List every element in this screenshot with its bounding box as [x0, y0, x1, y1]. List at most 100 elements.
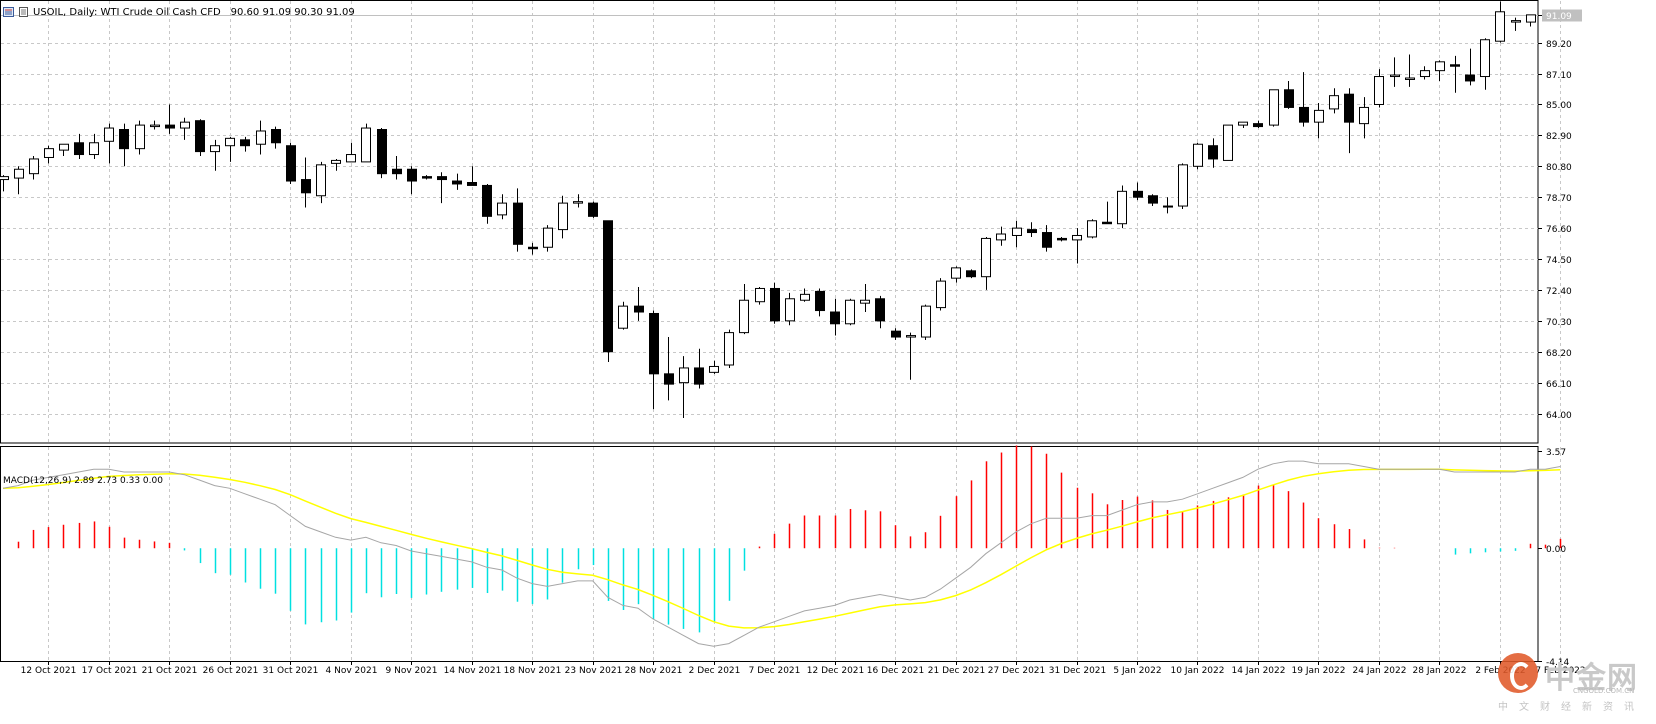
bear-candle [815, 288, 825, 317]
bear-candle [966, 269, 976, 279]
candle-body [1057, 237, 1067, 241]
bear-candle [875, 295, 885, 329]
candle-body [377, 129, 387, 175]
candle-body [558, 202, 568, 231]
candle-body [1117, 190, 1127, 225]
candle-body [1042, 232, 1052, 248]
bear-candle [377, 128, 387, 179]
x-tick-label: 7 Feb 2022 [1535, 666, 1585, 676]
candle-body [1420, 70, 1430, 78]
bear-candle [1208, 138, 1218, 168]
watermark-slogan: 中文财经新资讯 [1498, 702, 1645, 713]
y-tick-label: 68.20 [1546, 349, 1572, 359]
candle-body [755, 287, 765, 303]
candle-body [240, 139, 250, 147]
bull-candle [225, 136, 235, 162]
candle-body [1208, 145, 1218, 160]
x-tick-label: 12 Dec 2021 [807, 666, 865, 676]
watermark-site: CNGOLD.COM.CN [1573, 687, 1635, 695]
candle-body [891, 330, 901, 338]
x-tick-label: 14 Jan 2022 [1232, 666, 1286, 676]
bull-candle [1087, 219, 1097, 239]
candle-body [618, 305, 628, 329]
bear-candle [1344, 88, 1354, 154]
candle-body [271, 129, 281, 144]
bull-candle [709, 360, 719, 374]
bear-candle [286, 142, 296, 184]
candle-body [1511, 20, 1521, 23]
x-tick-label: 23 Nov 2021 [565, 666, 623, 676]
y-tick-label: 64.00 [1546, 411, 1572, 421]
bear-candle [603, 220, 613, 363]
bear-candle [1253, 120, 1263, 129]
candle-body [573, 201, 583, 204]
candle-body [1344, 93, 1354, 123]
bear-candle [513, 188, 523, 252]
candle-body [89, 142, 99, 156]
macd-panel-frame [0, 446, 1539, 662]
candle-body [830, 311, 840, 325]
bull-candle [951, 266, 961, 283]
candle-body [1329, 95, 1339, 110]
bull-candle [1012, 220, 1022, 248]
bull-candle [89, 133, 99, 159]
bull-candle [1269, 89, 1279, 127]
candle-body [437, 176, 447, 181]
candle-body [135, 124, 145, 150]
bull-candle [1390, 57, 1400, 87]
candle-body [165, 124, 175, 129]
candle-body [256, 130, 266, 145]
bull-candle [679, 356, 689, 418]
candle-body [452, 180, 462, 185]
bull-candle [1511, 17, 1521, 31]
bull-candle [1480, 38, 1490, 90]
bull-candle [785, 292, 795, 326]
candle-body [29, 158, 39, 175]
bear-candle [770, 282, 780, 324]
candle-body [422, 176, 432, 179]
macd-y-tick-label: -4.14 [1546, 658, 1570, 668]
bear-candle [437, 172, 447, 204]
candle-body [694, 367, 704, 385]
y-tick-label: 76.60 [1546, 225, 1572, 235]
candle-body [210, 145, 220, 153]
x-tick-label: 19 Jan 2022 [1292, 666, 1346, 676]
bull-candle [936, 278, 946, 311]
bear-candle [119, 123, 129, 167]
bull-candle [1193, 142, 1203, 170]
candle-body [14, 168, 24, 179]
macd-main-line [2, 460, 1561, 647]
x-tick-label: 7 Dec 2021 [749, 666, 801, 676]
candle-body [1087, 220, 1097, 238]
candle-body [44, 148, 54, 158]
bull-candle [739, 284, 749, 335]
bear-candle [392, 156, 402, 180]
bear-candle [830, 298, 840, 336]
candle-body [513, 202, 523, 245]
candle-body [724, 332, 734, 366]
bull-candle [150, 120, 160, 130]
bull-candle [331, 158, 341, 171]
candle-body [588, 202, 598, 217]
bear-candle [195, 119, 205, 157]
x-tick-label: 27 Dec 2021 [988, 666, 1046, 676]
candle-body [392, 168, 402, 175]
candle-body [1390, 74, 1400, 78]
candle-body [1374, 76, 1384, 105]
candle-body [951, 267, 961, 279]
bear-candle [1299, 72, 1309, 127]
y-tick-label: 70.30 [1546, 318, 1572, 328]
candle-body [1133, 190, 1143, 198]
candle-body [1465, 74, 1475, 82]
watermark-name: 中金网 [1545, 661, 1638, 696]
bull-candle [800, 288, 810, 302]
x-tick-label: 12 Oct 2021 [21, 666, 77, 676]
bull-candle [104, 123, 114, 164]
x-tick-label: 31 Dec 2021 [1049, 666, 1107, 676]
candle-body [104, 127, 114, 142]
bull-candle [1359, 97, 1369, 139]
candle-body [664, 373, 674, 385]
y-tick-label: 72.40 [1546, 287, 1572, 297]
candle-body [1012, 227, 1022, 236]
